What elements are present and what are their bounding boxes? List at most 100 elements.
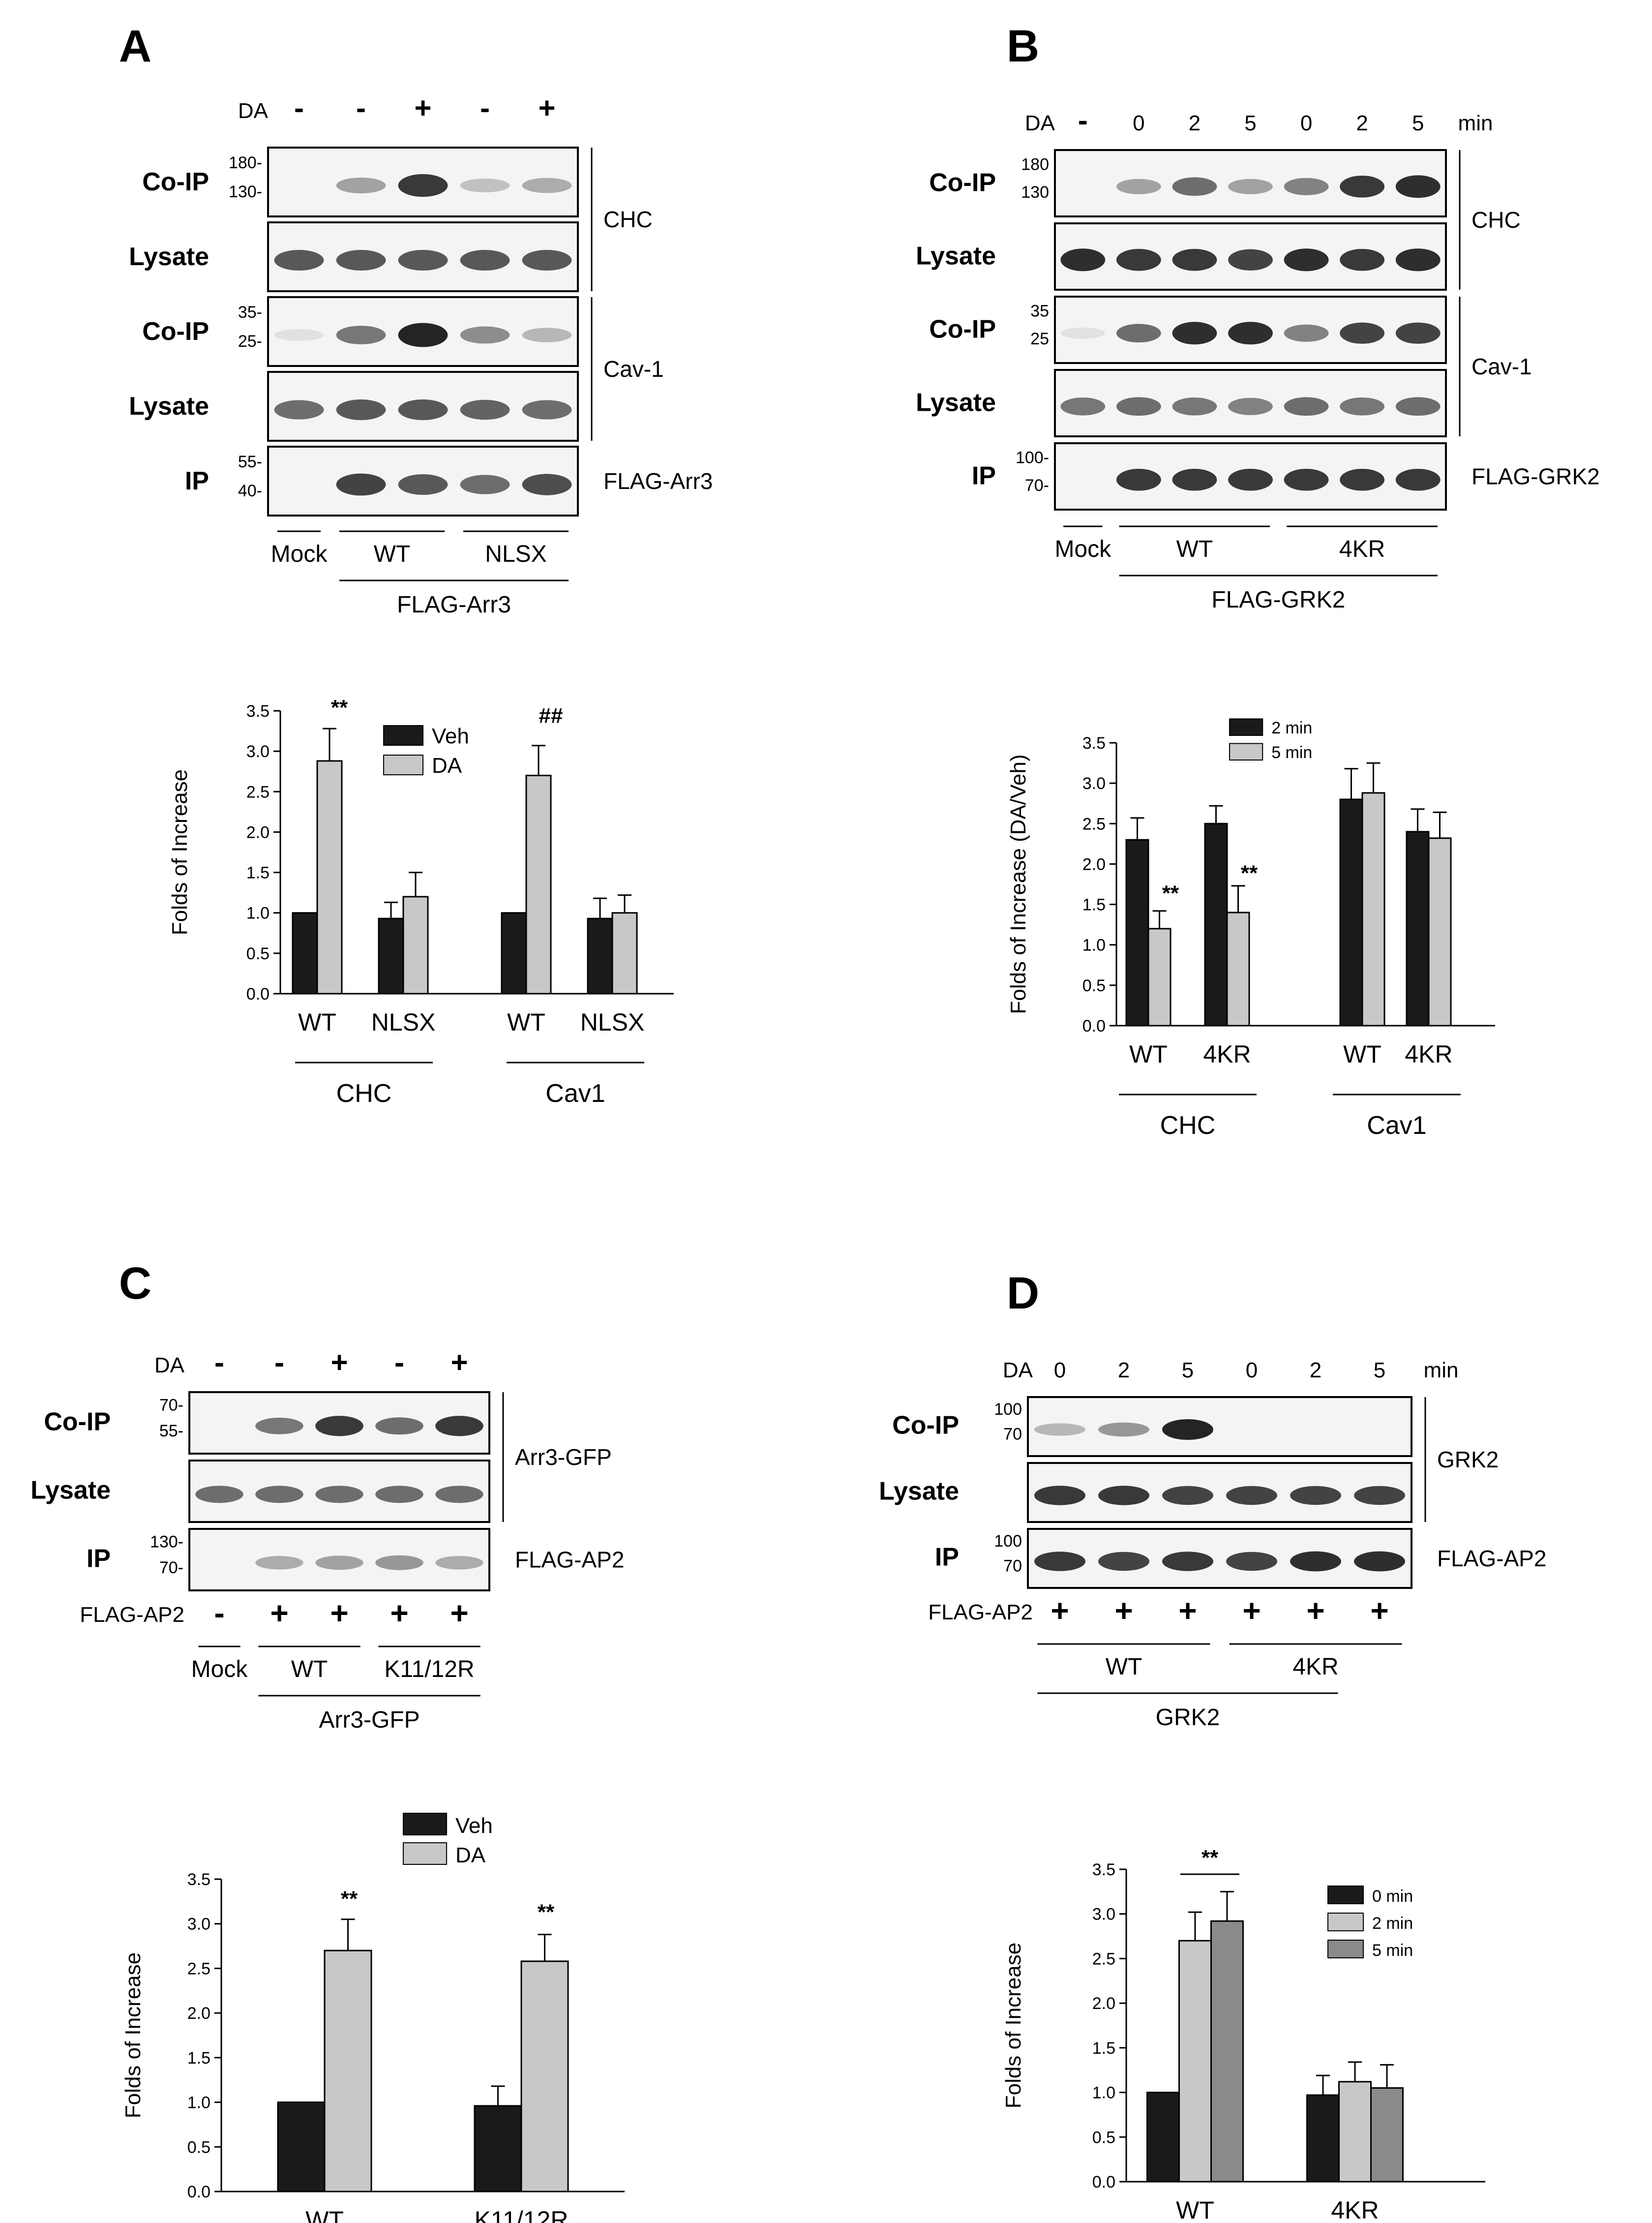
- significance-mark: **: [538, 1900, 555, 1924]
- y-tick-label: 3.5: [1092, 1860, 1115, 1879]
- blot-band: [375, 1417, 423, 1435]
- panel-letter: D: [1007, 1268, 1039, 1318]
- group-label: Mock: [1054, 536, 1111, 562]
- flag-sign: -: [214, 1595, 224, 1631]
- bar: [1406, 831, 1430, 1027]
- group-label: 4KR: [1292, 1654, 1338, 1680]
- da-sign: -: [394, 1346, 404, 1379]
- construct-label: GRK2: [1156, 1705, 1220, 1731]
- blot-band: [336, 250, 386, 271]
- blot-band: [274, 329, 324, 341]
- right-label: Arr3-GFP: [515, 1444, 612, 1470]
- da-sign: 2: [1356, 111, 1368, 135]
- group-label: Mock: [191, 1656, 248, 1682]
- blot-band: [1116, 179, 1161, 194]
- legend-swatch: [383, 755, 423, 775]
- blot-band: [1395, 468, 1441, 491]
- significance-mark: **: [331, 696, 348, 720]
- right-label: FLAG-AP2: [515, 1547, 624, 1573]
- blot-band: [315, 1555, 363, 1570]
- y-tick-label: 0.0: [187, 2183, 210, 2201]
- bar: [1147, 928, 1171, 1027]
- bar: [1210, 1920, 1244, 2183]
- legend-swatch: [383, 725, 423, 746]
- blot-band: [1395, 248, 1441, 272]
- blot-band: [1098, 1486, 1149, 1505]
- blot-band: [255, 1486, 303, 1503]
- right-label: FLAG-GRK2: [1472, 464, 1600, 489]
- blot-band: [1228, 468, 1273, 491]
- blot-band: [460, 326, 510, 344]
- group-label: CHC: [1160, 1111, 1216, 1140]
- da-unit: min: [1424, 1358, 1459, 1382]
- blot-band: [1060, 397, 1106, 416]
- blot-band: [1284, 248, 1329, 272]
- blot-band: [336, 399, 386, 420]
- mw-marker: 70-: [159, 1558, 183, 1577]
- category-label: NLSX: [371, 1008, 436, 1036]
- da-sign: -: [356, 91, 366, 124]
- blot-band: [1290, 1486, 1341, 1505]
- blot-band: [315, 1486, 363, 1503]
- mw-marker: 55-: [238, 453, 262, 471]
- da-sign: 2: [1189, 111, 1201, 135]
- blot-band: [1060, 248, 1106, 272]
- significance-mark: ##: [539, 704, 563, 728]
- blot-band: [1034, 1486, 1085, 1505]
- row-label: Lysate: [129, 392, 209, 421]
- blot-band: [1172, 397, 1217, 416]
- da-sign: -: [214, 1346, 224, 1379]
- category-label: WT: [1343, 1040, 1382, 1068]
- blot-band: [1284, 324, 1329, 342]
- bar: [1428, 837, 1452, 1027]
- legend-swatch: [403, 1813, 447, 1835]
- da-label: DA: [238, 99, 269, 123]
- legend-label: 0 min: [1372, 1887, 1413, 1906]
- blot-band: [1162, 1552, 1213, 1571]
- blot-band: [1172, 177, 1217, 196]
- mw-marker: 180: [1021, 155, 1049, 174]
- y-tick-label: 1.5: [1082, 896, 1106, 914]
- bar: [1226, 912, 1250, 1027]
- mw-marker: 70: [1003, 1556, 1022, 1575]
- bar: [1146, 2092, 1180, 2183]
- row-label: IP: [185, 467, 209, 495]
- y-tick-label: 3.0: [187, 1915, 210, 1934]
- blot-band: [1354, 1551, 1405, 1572]
- da-sign: 0: [1246, 1358, 1258, 1382]
- panel-letter: B: [1007, 21, 1039, 71]
- flag-sign: +: [330, 1595, 348, 1631]
- legend-label: DA: [455, 1843, 486, 1867]
- legend-swatch: [1327, 1886, 1364, 1904]
- row-label: Lysate: [916, 389, 996, 417]
- bar: [501, 912, 527, 995]
- right-label: CHC: [1472, 207, 1521, 233]
- blot-band: [1340, 322, 1385, 344]
- blot-band: [1228, 179, 1273, 194]
- group-label: NLSX: [485, 541, 546, 567]
- mw-marker: 35-: [238, 303, 262, 322]
- panel-letter: C: [119, 1258, 151, 1309]
- blot-band: [1116, 248, 1161, 271]
- blot-band: [1116, 324, 1161, 343]
- y-tick-label: 2.0: [1082, 855, 1106, 874]
- legend-label: 2 min: [1372, 1914, 1413, 1933]
- blot-band: [1034, 1552, 1085, 1571]
- legend-swatch: [1229, 743, 1263, 761]
- group-label: WT: [1176, 536, 1213, 562]
- group-label: K11/12R: [384, 1656, 474, 1682]
- y-tick-label: 0.0: [246, 985, 270, 1004]
- row-label: Lysate: [30, 1476, 111, 1505]
- blot-band: [1395, 322, 1441, 344]
- row-label: Co-IP: [929, 169, 996, 197]
- y-tick-label: 0.5: [1082, 976, 1106, 995]
- right-label: CHC: [603, 207, 653, 232]
- category-label: 4KR: [1405, 1040, 1452, 1068]
- category-label: WT: [298, 1008, 336, 1036]
- blot-band: [435, 1556, 483, 1570]
- blot-band: [1284, 178, 1329, 195]
- bar: [316, 760, 343, 995]
- row-label: Co-IP: [142, 317, 209, 346]
- blot-band: [375, 1555, 423, 1570]
- row-label: Lysate: [129, 243, 209, 271]
